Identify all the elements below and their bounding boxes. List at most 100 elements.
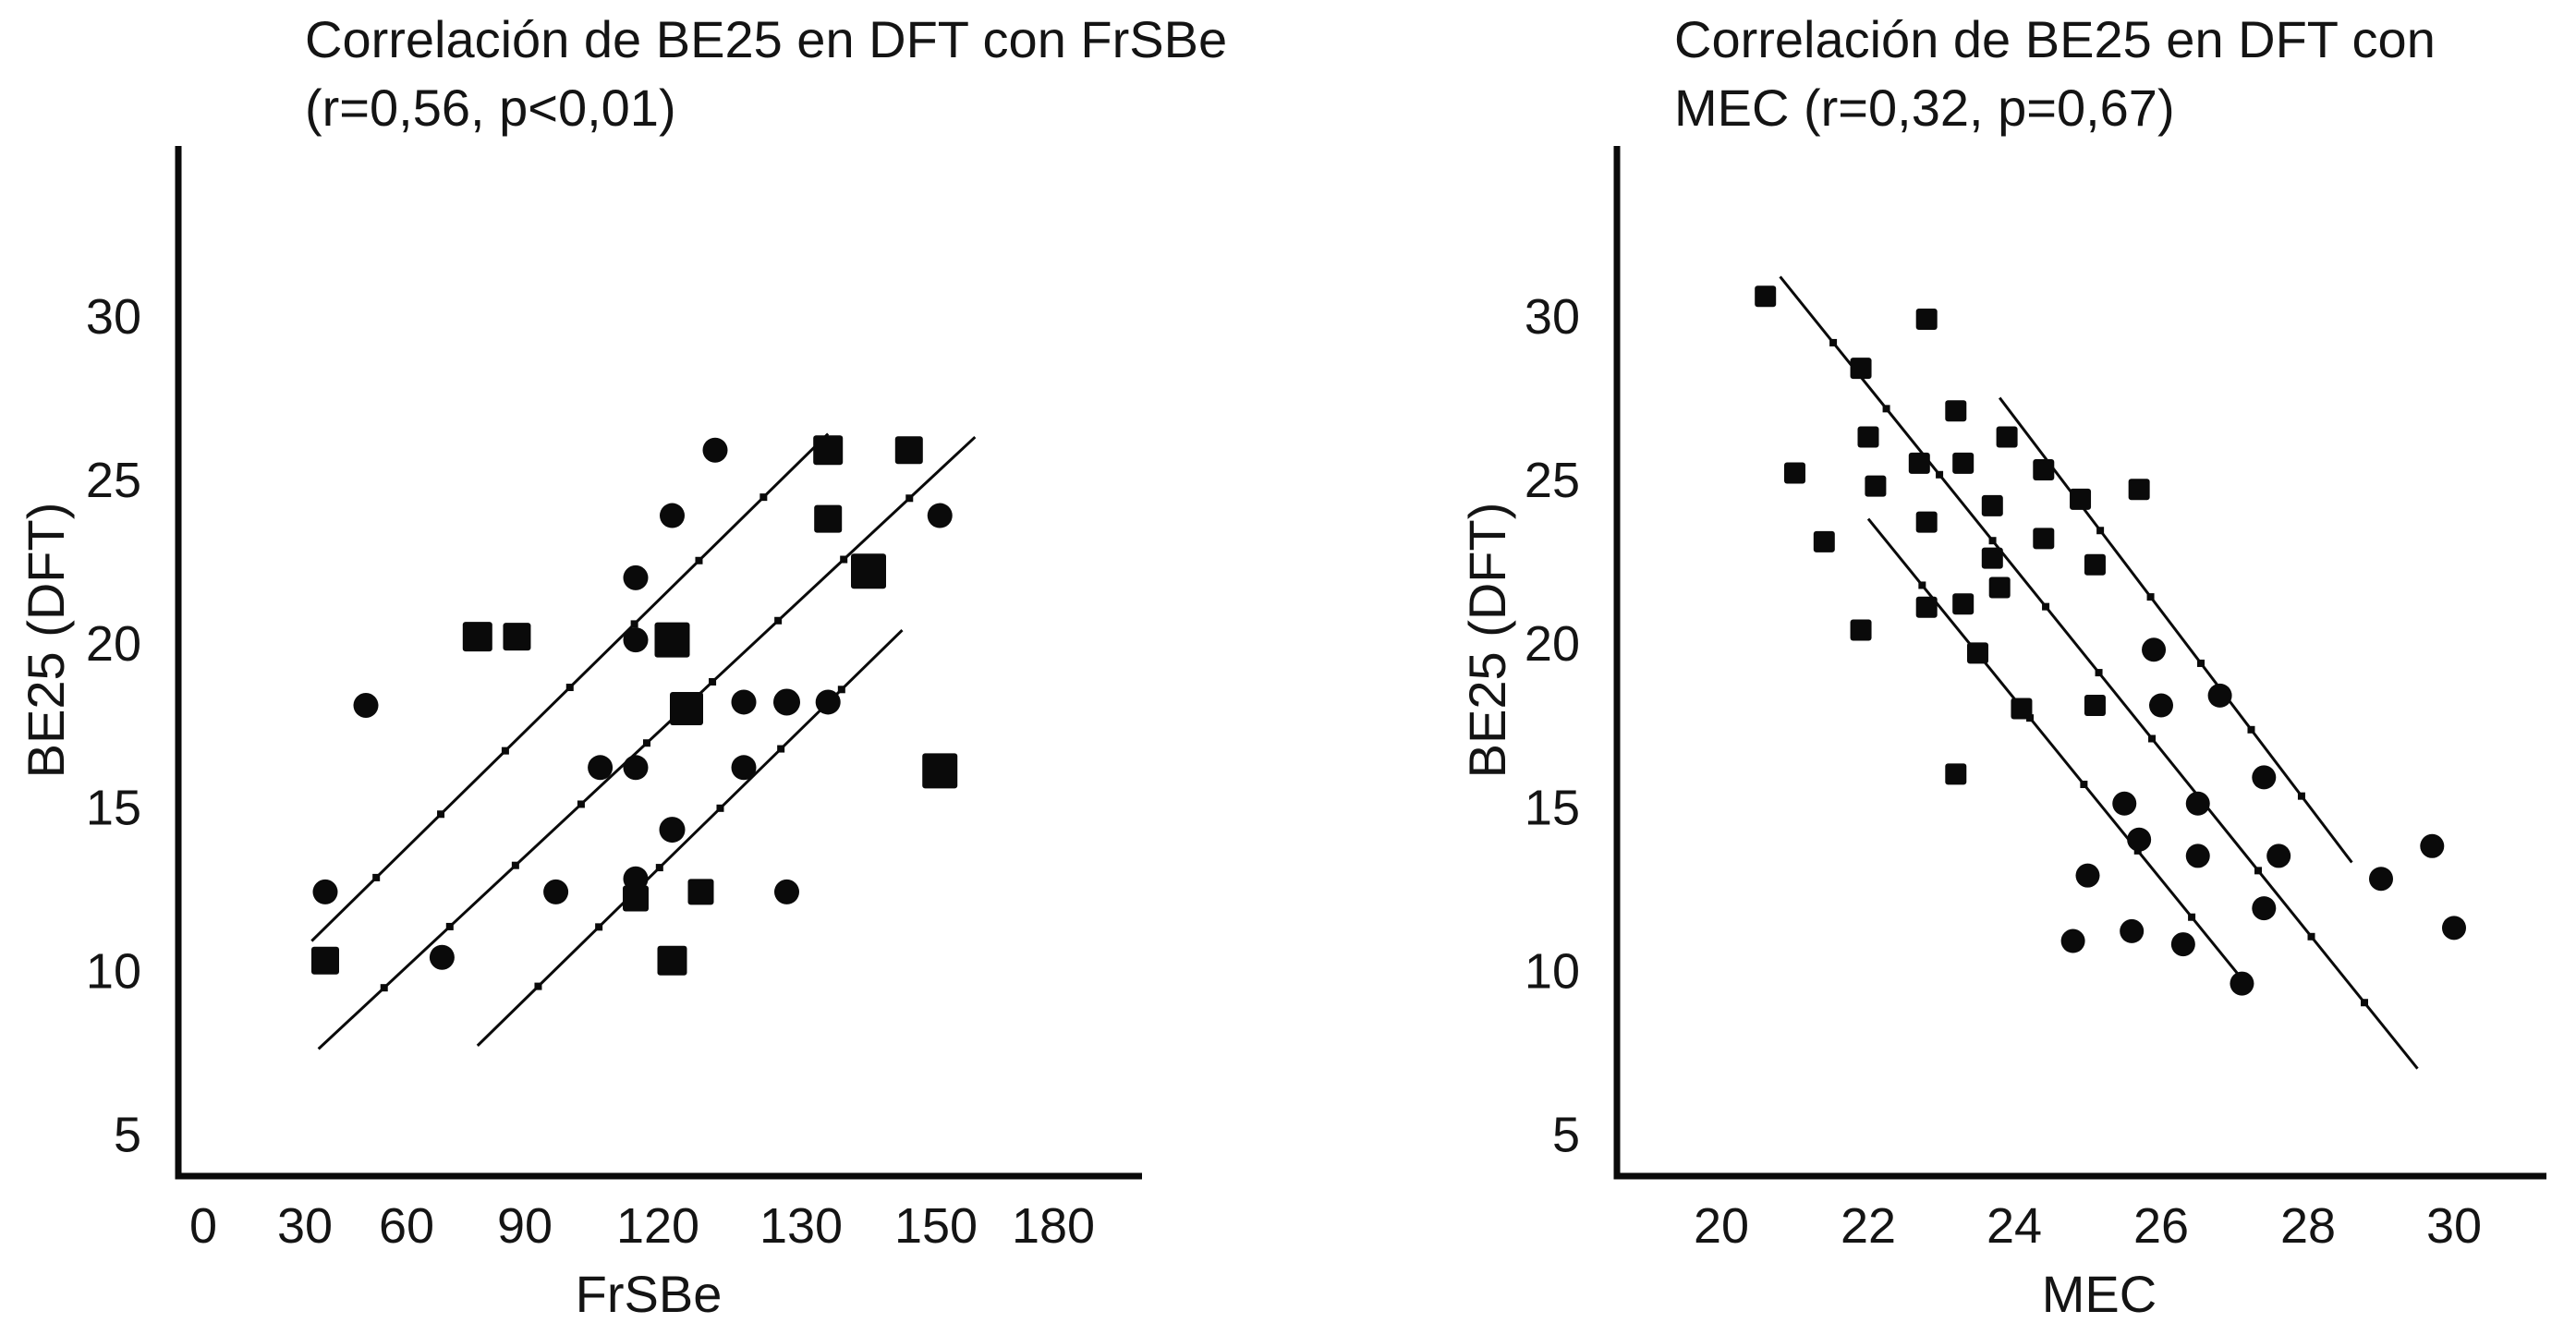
scatter-point: [654, 622, 690, 658]
confidence-upper-bead: [501, 746, 509, 755]
y-tick-label: 10: [1525, 943, 1580, 999]
regression-fit-bead: [2307, 932, 2315, 941]
y-tick-label: 30: [1525, 289, 1580, 345]
left-x-axis-label: FrSBe: [575, 1265, 723, 1323]
scatter-point: [2070, 488, 2092, 510]
scatter-point: [2112, 791, 2137, 816]
right-chart-title-line2: MEC (r=0,32, p=0,67): [1674, 79, 2175, 137]
scatter-point: [813, 435, 844, 466]
scatter-point: [2185, 843, 2210, 868]
x-tick-label: 130: [759, 1198, 843, 1254]
y-tick-label: 5: [1552, 1108, 1580, 1163]
confidence-right-bead: [2146, 593, 2155, 601]
confidence-lower-bead: [777, 745, 785, 753]
scatter-point: [2084, 694, 2106, 716]
confidence-left: [1866, 517, 2247, 985]
confidence-upper-bead: [630, 620, 638, 628]
scatter-point: [731, 689, 757, 715]
scatter-point: [2207, 683, 2232, 708]
left-y-axis-label: BE25 (DFT): [17, 502, 75, 779]
confidence-right-bead: [2297, 792, 2305, 800]
scatter-point: [2185, 791, 2210, 816]
scatter-point: [2033, 528, 2055, 550]
x-tick-label: 30: [277, 1198, 333, 1254]
regression-fit-bead: [1988, 537, 1997, 545]
scatter-point: [670, 692, 703, 726]
scatter-point: [2033, 458, 2055, 480]
scatter-point: [462, 622, 492, 652]
scatter-point: [623, 564, 649, 590]
regression-fit-bead: [511, 861, 519, 869]
regression-fit-bead: [1882, 405, 1890, 413]
scatter-point: [2369, 867, 2393, 892]
x-tick-label: 28: [2280, 1198, 2336, 1254]
scatter-point: [774, 879, 799, 904]
regression-fit-bead: [643, 739, 650, 747]
y-tick-label: 15: [86, 780, 141, 835]
scatter-point: [773, 688, 800, 716]
scatter-point: [1755, 285, 1777, 308]
confidence-upper-bead: [695, 556, 703, 564]
right-y-axis-label: BE25 (DFT): [1458, 502, 1516, 779]
confidence-lower-bead: [595, 923, 603, 931]
scatter-point: [311, 946, 339, 975]
scatter-point: [894, 436, 923, 465]
left-chart-title-line1: Correlación de BE25 en DFT con FrSBe: [305, 10, 1228, 68]
scatter-point: [1996, 426, 2018, 448]
regression-fit-bead: [2254, 867, 2263, 875]
scatter-point: [657, 945, 687, 976]
y-tick-label: 30: [86, 289, 141, 345]
scatter-point: [312, 879, 338, 904]
regression-fit-bead: [905, 494, 914, 503]
scatter-point: [1952, 593, 1975, 615]
y-tick-label: 10: [86, 943, 141, 999]
regression-fit-bead: [774, 616, 783, 625]
scatter-point: [623, 755, 649, 781]
scatter-point: [1952, 452, 1975, 474]
scatter-point: [2011, 698, 2033, 720]
scatter-point: [1988, 576, 2011, 599]
x-tick-label: 120: [616, 1198, 699, 1254]
scatter-point: [2442, 916, 2466, 941]
regression-fit-bead: [1829, 338, 1838, 346]
scatter-point: [814, 504, 843, 533]
y-tick-label: 25: [86, 453, 141, 508]
scatter-point: [623, 866, 649, 892]
scatter-point: [2170, 932, 2195, 957]
scatter-point: [922, 753, 958, 789]
scatter-point: [429, 944, 455, 970]
scatter-point: [1908, 452, 1930, 474]
right-x-axis-label: MEC: [2041, 1265, 2157, 1323]
scatter-point: [588, 755, 614, 781]
confidence-upper-bead: [437, 810, 445, 819]
x-tick-label: 26: [2133, 1198, 2189, 1254]
x-tick-label: 0: [189, 1198, 217, 1254]
regression-fit-bead: [380, 984, 388, 992]
y-tick-label: 20: [86, 616, 141, 672]
y-tick-label: 25: [1525, 453, 1580, 508]
y-tick-label: 5: [114, 1108, 141, 1163]
confidence-right-bead: [2247, 725, 2255, 734]
scatter-point: [2127, 827, 2152, 852]
regression-fit-bead: [577, 800, 585, 808]
regression-fit-bead: [2361, 999, 2369, 1007]
scatter-point: [1865, 475, 1887, 497]
scatter-point: [2120, 918, 2145, 943]
x-tick-label: 180: [1012, 1198, 1095, 1254]
y-tick-label: 15: [1525, 780, 1580, 835]
x-tick-label: 20: [1694, 1198, 1749, 1254]
regression-fit-bead: [2042, 602, 2050, 611]
confidence-upper-bead: [759, 493, 768, 502]
scatter-point: [543, 879, 569, 904]
confidence-lower-bead: [716, 804, 724, 812]
scatter-point: [2230, 971, 2254, 996]
regression-fit-bead: [2148, 734, 2157, 743]
scatter-point: [1784, 462, 1805, 484]
regression-fit-bead: [1936, 470, 1944, 479]
x-tick-label: 150: [894, 1198, 978, 1254]
scatter-point: [2149, 693, 2173, 718]
confidence-lower-bead: [655, 864, 663, 872]
y-tick-label: 20: [1525, 616, 1580, 672]
scatter-point: [2266, 843, 2291, 868]
